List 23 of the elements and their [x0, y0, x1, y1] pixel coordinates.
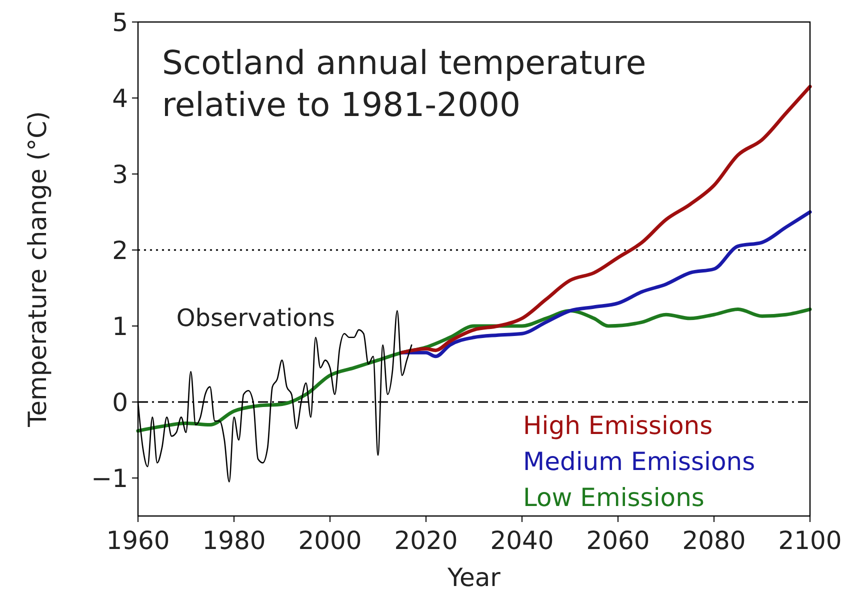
x-axis-title: Year — [446, 563, 502, 592]
text: Medium Emissions — [523, 447, 756, 476]
y-tick-label: −1 — [91, 464, 128, 493]
x-tick-label: 1960 — [106, 526, 170, 555]
series-label: Observations — [176, 304, 336, 332]
x-tick-label: 2060 — [586, 526, 650, 555]
y-axis-title: Temperature change (°C) — [23, 111, 52, 428]
text: High Emissions — [523, 411, 713, 440]
x-tick-label: 2100 — [778, 526, 842, 555]
text: Scotland annual temperature relative to 1981-2000 — [162, 43, 646, 124]
line-series — [400, 210, 812, 358]
y-tick-label: 2 — [112, 236, 128, 265]
y-tick-label: 3 — [112, 160, 128, 189]
y-tick-label: 0 — [112, 388, 128, 417]
x-tick-label: 2020 — [394, 526, 458, 555]
x-tick-label: 2000 — [298, 526, 362, 555]
y-tick-label: 5 — [112, 8, 128, 37]
text: Low Emissions — [523, 483, 704, 512]
x-tick-label: 2080 — [682, 526, 746, 555]
y-tick-label: 1 — [112, 312, 128, 341]
x-tick-label: 1980 — [202, 526, 266, 555]
y-tick-label: 4 — [112, 84, 128, 113]
x-tick-label: 2040 — [490, 526, 554, 555]
